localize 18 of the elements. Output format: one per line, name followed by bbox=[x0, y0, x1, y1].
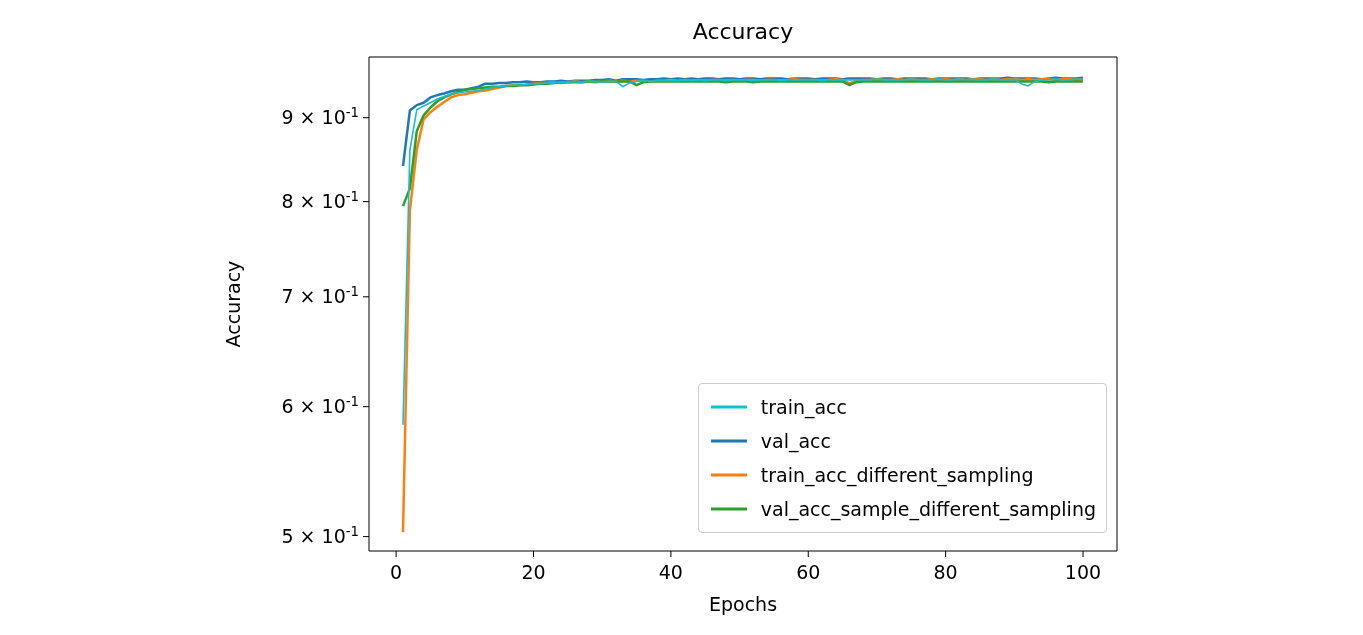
x-tick-label: 20 bbox=[521, 561, 546, 583]
legend-label: train_acc_different_sampling bbox=[760, 464, 1034, 486]
y-tick-label: 8 × 10$^{-1}$ bbox=[281, 188, 359, 213]
x-tick-label: 60 bbox=[796, 561, 821, 583]
y-axis-title: Accuracy bbox=[221, 260, 244, 348]
chart-title: Accuracy bbox=[691, 19, 795, 44]
x-tick-label: 40 bbox=[658, 561, 683, 583]
x-axis-title: Epochs bbox=[708, 593, 778, 615]
y-tick-label: 7 × 10$^{-1}$ bbox=[281, 283, 359, 308]
legend-label: val_acc_sample_different_sampling bbox=[760, 498, 1096, 520]
x-tick-label: 0 bbox=[390, 561, 403, 583]
y-tick-label: 9 × 10$^{-1}$ bbox=[281, 104, 359, 129]
x-tick-label: 80 bbox=[933, 561, 958, 583]
y-tick-label: 6 × 10$^{-1}$ bbox=[281, 393, 359, 418]
y-tick-label: 5 × 10$^{-1}$ bbox=[281, 523, 359, 548]
legend-label: train_acc bbox=[760, 396, 848, 418]
legend-label: val_acc bbox=[760, 430, 831, 452]
x-tick-label: 100 bbox=[1064, 561, 1102, 583]
